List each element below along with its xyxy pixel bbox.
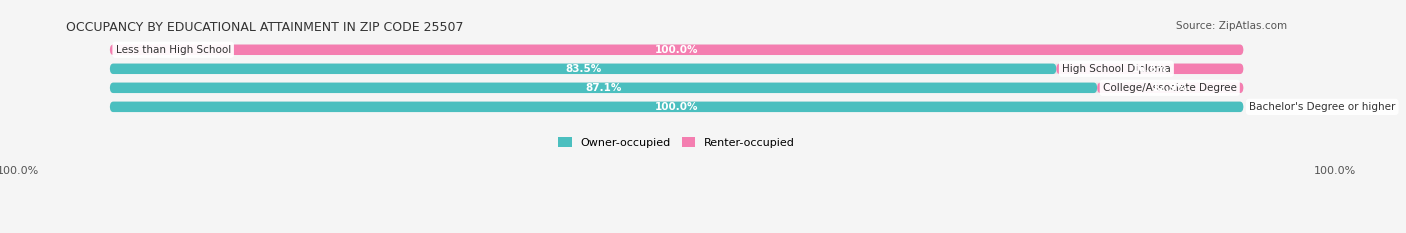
FancyBboxPatch shape bbox=[110, 102, 1243, 112]
Text: College/Associate Degree: College/Associate Degree bbox=[1102, 83, 1237, 93]
FancyBboxPatch shape bbox=[110, 102, 1243, 112]
Text: Source: ZipAtlas.com: Source: ZipAtlas.com bbox=[1177, 21, 1288, 31]
FancyBboxPatch shape bbox=[110, 82, 1243, 93]
Text: OCCUPANCY BY EDUCATIONAL ATTAINMENT IN ZIP CODE 25507: OCCUPANCY BY EDUCATIONAL ATTAINMENT IN Z… bbox=[66, 21, 463, 34]
Text: High School Diploma: High School Diploma bbox=[1062, 64, 1171, 74]
FancyBboxPatch shape bbox=[110, 82, 1097, 93]
Text: 100.0%: 100.0% bbox=[1313, 166, 1357, 176]
Text: 12.9%: 12.9% bbox=[1152, 83, 1188, 93]
Legend: Owner-occupied, Renter-occupied: Owner-occupied, Renter-occupied bbox=[554, 133, 800, 152]
Text: Bachelor's Degree or higher: Bachelor's Degree or higher bbox=[1249, 102, 1395, 112]
Text: Less than High School: Less than High School bbox=[115, 45, 231, 55]
Text: 100.0%: 100.0% bbox=[655, 45, 699, 55]
Text: 100.0%: 100.0% bbox=[655, 102, 699, 112]
Text: 16.5%: 16.5% bbox=[1132, 64, 1168, 74]
FancyBboxPatch shape bbox=[1097, 82, 1243, 93]
FancyBboxPatch shape bbox=[110, 64, 1243, 74]
FancyBboxPatch shape bbox=[110, 45, 1243, 55]
FancyBboxPatch shape bbox=[110, 45, 1243, 55]
Text: 83.5%: 83.5% bbox=[565, 64, 602, 74]
Text: 87.1%: 87.1% bbox=[585, 83, 621, 93]
Text: 100.0%: 100.0% bbox=[0, 166, 39, 176]
FancyBboxPatch shape bbox=[110, 64, 1056, 74]
FancyBboxPatch shape bbox=[1056, 64, 1243, 74]
